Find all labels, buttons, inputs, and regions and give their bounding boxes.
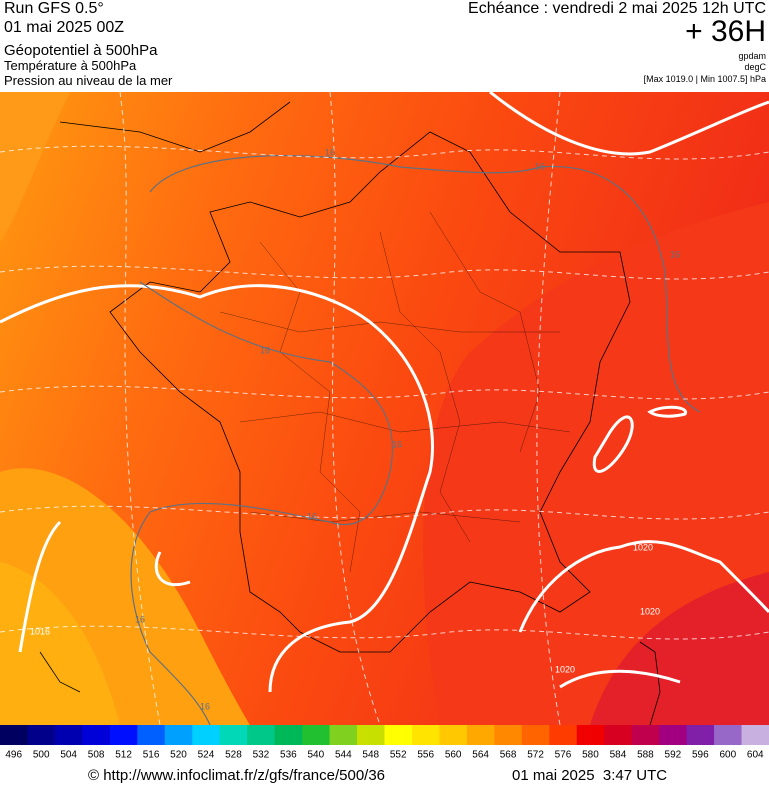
colorbar-label: 572 [527,750,544,761]
field-label: Pression au niveau de la mer [4,73,173,88]
colorbar-label: 564 [472,750,489,761]
colorbar-label: 516 [143,750,160,761]
valid-time: Echéance : vendredi 2 mai 2025 12h UTC [468,0,766,17]
colorbar-swatch [494,725,523,745]
colorbar-label: 556 [417,750,434,761]
colorbar-label: 536 [280,750,297,761]
borders [219,211,571,573]
colorbar: 496 500 504 508 512 516 520 524 528 532 536 540 544 5… [0,725,769,761]
colorbar-label: 524 [198,750,215,761]
footer-url: © http://www.infoclimat.fr/z/gfs/france/… [88,767,386,784]
colorbar-label: 596 [692,750,709,761]
colorbar-label: 552 [390,750,407,761]
colorbar-label: 588 [637,750,654,761]
colorbar-swatch [576,725,605,745]
contour-label: 16 [670,249,680,259]
colorbar-swatch [192,725,221,745]
colorbar-label: 592 [665,750,682,761]
colorbar-swatch [384,725,413,745]
contour-label: 1020 [555,664,575,674]
colorbar-swatch [54,725,83,745]
field-label: Température à 500hPa [4,58,137,73]
geopotential [0,92,769,725]
temp-zone [590,572,769,725]
colorbar-swatch [521,725,550,745]
contour-label: 1020 [633,542,653,552]
contour-label: 16 [260,345,270,355]
isobar [0,92,769,693]
pressure-range: [Max 1019.0 | Min 1007.5] hPa [643,74,766,84]
colorbar-label: 496 [5,750,22,761]
temp-zone [0,92,70,242]
unit: gpdam [738,51,766,61]
contour-label: 1020 [640,606,660,616]
temp-zone [423,202,769,725]
colorbar-swatch [466,725,495,745]
colorbar-label: 528 [225,750,242,761]
colorbar-swatch [714,725,743,745]
colorbar-label: 504 [60,750,77,761]
colorbar-swatch [274,725,303,745]
colorbar-swatch [302,725,331,745]
coastline [39,101,661,725]
colorbar-swatch [741,725,769,745]
colorbar-label: 568 [500,750,517,761]
colorbar-swatch [659,725,688,745]
colorbar-swatch [604,725,633,745]
contour-label: 16 [535,161,545,171]
colorbar-swatch [549,725,578,745]
colorbar-swatch [0,725,28,745]
colorbar-swatch [357,725,385,745]
colorbar-swatch [219,725,248,745]
run-title: Run GFS 0.5° [4,0,104,17]
colorbar-label: 544 [335,750,352,761]
colorbar-label: 532 [253,750,270,761]
unit: degC [744,62,766,72]
field-label: Géopotentiel à 500hPa [4,42,158,59]
colorbar-label: 500 [33,750,50,761]
colorbar-swatch [247,725,276,745]
contour-label: 16 [392,439,402,449]
colorbar-label: 512 [115,750,132,761]
colorbar-label: 540 [307,750,324,761]
colorbar-swatch [631,725,660,745]
colorbar-label: 548 [362,750,379,761]
map: 16 16 16 16 16 16 16 16 1020 1020 1020 1016 [0,92,769,725]
colorbar-swatch [27,725,56,745]
colorbar-label: 600 [719,750,736,761]
colorbar-swatch [109,725,138,745]
footer-time: 01 mai 2025 3:47 UTC [512,767,668,784]
colorbar-label: 508 [88,750,105,761]
colorbar-label: 560 [445,750,462,761]
contour-label: 16 [307,511,317,521]
colorbar-swatch [411,725,440,745]
colorbar-label: 604 [747,750,764,761]
isotherm [130,155,701,725]
colorbar-label: 580 [582,750,599,761]
colorbar-swatch [137,725,166,745]
colorbar-swatch [686,725,715,745]
run-date: 01 mai 2025 00Z [4,19,125,36]
colorbar-swatch [439,725,468,745]
lead-time: + 36H [685,15,766,48]
colorbar-label: 520 [170,750,187,761]
colorbar-swatch [82,725,111,745]
contour-label: 16 [135,614,145,624]
colorbar-label: 584 [610,750,627,761]
colorbar-swatch [329,725,358,745]
contour-label: 16 [200,701,210,711]
colorbar-label: 576 [555,750,572,761]
contour-label: 16 [325,147,335,157]
colorbar-swatch [164,725,193,745]
contour-label: 1016 [30,626,50,636]
